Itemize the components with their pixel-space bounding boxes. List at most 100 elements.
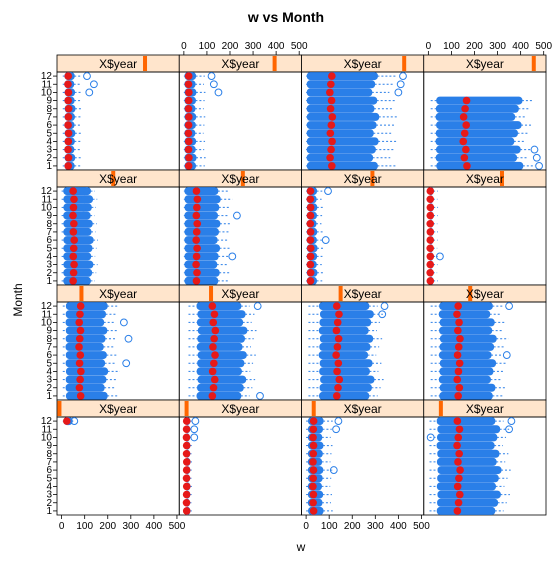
box bbox=[197, 375, 247, 384]
outlier-point bbox=[426, 433, 435, 442]
outlier-point bbox=[399, 72, 407, 80]
strip-year-marker bbox=[143, 56, 148, 71]
median-dot bbox=[75, 383, 84, 392]
median-dot bbox=[454, 326, 462, 335]
x-tick-label: 100 bbox=[76, 521, 93, 532]
median-dot bbox=[64, 88, 73, 97]
median-dot bbox=[75, 359, 84, 368]
median-dot bbox=[193, 195, 202, 204]
outlier-point bbox=[83, 72, 91, 80]
outlier-point bbox=[378, 310, 387, 319]
median-dot bbox=[182, 458, 191, 466]
median-dot bbox=[455, 425, 464, 434]
median-dot bbox=[456, 466, 464, 474]
median-dot bbox=[210, 334, 218, 343]
box bbox=[436, 457, 497, 466]
median-dot bbox=[64, 137, 73, 146]
median-dot bbox=[185, 88, 193, 97]
median-dot bbox=[69, 252, 78, 261]
strip-label: X$year bbox=[344, 287, 382, 301]
y-tick-label: 12 bbox=[41, 416, 53, 427]
box bbox=[65, 367, 109, 376]
median-dot bbox=[426, 187, 435, 195]
median-dot bbox=[77, 367, 85, 376]
x-tick-label: 300 bbox=[489, 41, 506, 52]
median-dot bbox=[455, 359, 464, 368]
outlier-point bbox=[85, 88, 94, 97]
median-dot bbox=[182, 490, 191, 499]
outlier-point bbox=[396, 80, 405, 89]
chart-title: w vs Month bbox=[247, 9, 324, 25]
median-dot bbox=[309, 482, 317, 491]
median-dot bbox=[306, 244, 315, 253]
outlier-point bbox=[79, 203, 88, 212]
box bbox=[319, 391, 370, 400]
median-dot bbox=[70, 236, 79, 244]
x-tick-label: 0 bbox=[426, 41, 432, 52]
outlier-point bbox=[124, 334, 133, 343]
panel-2-2: X$year bbox=[178, 169, 302, 286]
y-tick-label: 6 bbox=[46, 465, 52, 476]
strip-year-marker bbox=[184, 401, 189, 416]
y-tick-label: 6 bbox=[46, 120, 52, 131]
box bbox=[439, 383, 496, 392]
median-dot bbox=[64, 162, 73, 170]
median-dot bbox=[193, 219, 202, 228]
y-tick-label: 8 bbox=[46, 104, 52, 115]
outlier-point bbox=[190, 425, 199, 434]
outlier-point bbox=[207, 72, 216, 80]
median-dot bbox=[64, 145, 72, 154]
y-tick-label: 7 bbox=[46, 457, 52, 468]
box bbox=[319, 383, 372, 392]
y-tick-label: 3 bbox=[46, 490, 52, 501]
median-dot bbox=[64, 104, 73, 113]
median-dot bbox=[64, 80, 72, 89]
median-dot bbox=[426, 236, 435, 244]
panel-3-1: X$year bbox=[56, 284, 180, 401]
box bbox=[197, 359, 245, 368]
median-dot bbox=[463, 162, 471, 170]
median-dot bbox=[426, 277, 435, 285]
box bbox=[439, 302, 493, 311]
median-dot bbox=[306, 260, 315, 269]
box bbox=[306, 112, 380, 121]
box bbox=[63, 260, 94, 269]
y-tick-label: 2 bbox=[46, 498, 52, 509]
box bbox=[184, 244, 221, 253]
panel-frame bbox=[301, 186, 425, 286]
y-tick-label: 3 bbox=[46, 145, 52, 156]
median-dot bbox=[461, 104, 469, 113]
median-dot bbox=[453, 441, 461, 450]
y-tick-label: 11 bbox=[42, 424, 53, 435]
outlier-point bbox=[505, 302, 513, 310]
box bbox=[437, 449, 500, 458]
box bbox=[435, 153, 518, 162]
box bbox=[306, 88, 373, 97]
panel-frame bbox=[178, 71, 302, 171]
box bbox=[439, 391, 493, 400]
box bbox=[306, 145, 376, 154]
box bbox=[63, 219, 93, 228]
box bbox=[306, 104, 375, 113]
median-dot bbox=[64, 72, 73, 80]
box bbox=[439, 367, 494, 376]
median-dot bbox=[64, 96, 72, 105]
box bbox=[436, 506, 496, 515]
panel-frame bbox=[56, 416, 180, 516]
y-tick-label: 8 bbox=[46, 334, 52, 345]
panel-4-4: X$year bbox=[423, 399, 547, 516]
box bbox=[197, 326, 248, 335]
median-dot bbox=[193, 268, 201, 277]
outlier-point bbox=[321, 236, 330, 244]
box bbox=[184, 236, 218, 245]
outlier-point bbox=[228, 252, 237, 261]
box bbox=[439, 351, 492, 360]
median-dot bbox=[426, 211, 435, 220]
median-dot bbox=[69, 203, 78, 212]
median-dot bbox=[182, 498, 191, 507]
median-dot bbox=[69, 277, 77, 285]
box bbox=[65, 391, 108, 400]
box bbox=[437, 474, 499, 483]
box bbox=[319, 342, 371, 351]
box bbox=[184, 187, 219, 196]
